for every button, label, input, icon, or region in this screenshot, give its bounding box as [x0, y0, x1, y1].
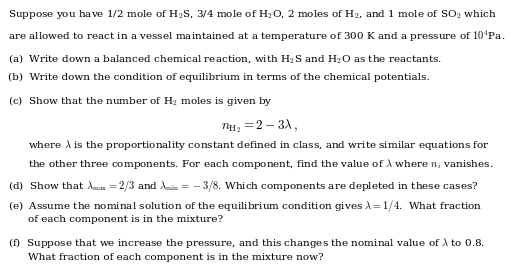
Text: (c)  Show that the number of H$_2$ moles is given by: (c) Show that the number of H$_2$ moles … — [8, 94, 273, 108]
Text: What fraction of each component is in the mixture now?: What fraction of each component is in th… — [28, 253, 324, 263]
Text: (f)  Suppose that we increase the pressure, and this changes the nominal value o: (f) Suppose that we increase the pressur… — [8, 235, 485, 250]
Text: (a)  Write down a balanced chemical reaction, with H$_2$S and H$_2$O as the reac: (a) Write down a balanced chemical react… — [8, 52, 442, 65]
Text: $n_{\mathrm{H}_2} = 2 - 3\lambda\,,$: $n_{\mathrm{H}_2} = 2 - 3\lambda\,,$ — [221, 117, 298, 135]
Text: (d)  Show that $\lambda_{\mathrm{max}} = 2/3$ and $\lambda_{\mathrm{min}} = -3/8: (d) Show that $\lambda_{\mathrm{max}} = … — [8, 177, 479, 193]
Text: the other three components. For each component, find the value of $\lambda$ wher: the other three components. For each com… — [28, 157, 494, 171]
Text: (b)  Write down the condition of equilibrium in terms of the chemical potentials: (b) Write down the condition of equilibr… — [8, 73, 430, 82]
Text: are allowed to react in a vessel maintained at a temperature of 300 K and a pres: are allowed to react in a vessel maintai… — [8, 28, 506, 44]
Text: of each component is in the mixture?: of each component is in the mixture? — [28, 215, 223, 225]
Text: (e)  Assume the nominal solution of the equilibrium condition gives $\lambda = 1: (e) Assume the nominal solution of the e… — [8, 197, 482, 214]
Text: where $\lambda$ is the proportionality constant defined in class, and write simi: where $\lambda$ is the proportionality c… — [28, 138, 490, 152]
Text: Suppose you have 1/2 mole of H$_2$S, 3/4 mole of H$_2$O, 2 moles of H$_2$, and 1: Suppose you have 1/2 mole of H$_2$S, 3/4… — [8, 8, 497, 21]
